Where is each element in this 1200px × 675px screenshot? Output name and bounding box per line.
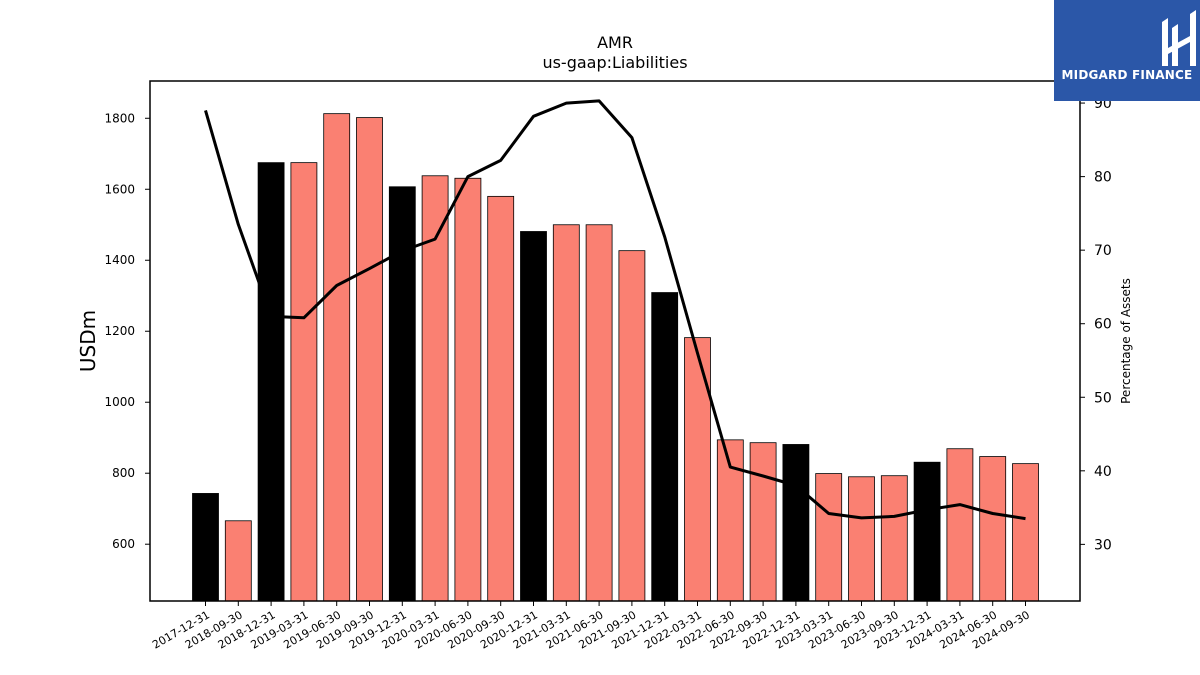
left-tick-label: 800	[112, 466, 135, 480]
left-y-axis: 600 800 1000 1200 1400 1600 1800	[104, 111, 150, 551]
bar-2023-09-30	[880, 475, 908, 602]
right-tick-label: 50	[1094, 390, 1112, 406]
percentage-line	[204, 99, 1026, 521]
left-tick-label: 1600	[104, 182, 135, 196]
plot-frame	[149, 80, 1081, 602]
bar-2021-12-31	[651, 292, 679, 602]
bar-2024-09-30	[1012, 463, 1039, 602]
chart-title: AMR	[597, 33, 633, 52]
bar-2018-12-31	[257, 162, 285, 602]
right-tick-label: 60	[1094, 317, 1112, 333]
left-tick-label: 600	[112, 537, 135, 551]
bar-2020-09-30	[487, 195, 515, 602]
bar-2022-09-30	[749, 442, 777, 602]
right-tick-label: 80	[1094, 170, 1112, 186]
logo-text: MIDGARD FINANCE	[1061, 68, 1193, 82]
bar-2018-09-30	[224, 520, 252, 602]
bar-2019-03-31	[290, 162, 318, 602]
left-tick-label: 1800	[104, 111, 135, 125]
x-axis: 2017-12-312018-09-302018-12-312019-03-31…	[150, 601, 1032, 652]
bar-2020-12-31	[520, 231, 547, 602]
bar-2021-03-31	[552, 224, 580, 602]
right-axis-label: Percentage of Assets	[1119, 278, 1133, 404]
bar-2019-06-30	[323, 113, 351, 602]
bar-2022-12-31	[782, 444, 810, 602]
left-tick-label: 1400	[104, 253, 135, 267]
bar-2023-03-31	[815, 473, 843, 602]
bar-2022-03-31	[684, 337, 711, 602]
bar-series	[192, 113, 1039, 602]
bar-2020-06-30	[454, 177, 482, 602]
bar-2023-12-31	[913, 461, 941, 602]
chart-subtitle: us-gaap:Liabilities	[542, 53, 687, 72]
left-tick-label: 1200	[104, 324, 135, 338]
midgard-finance-logo: MIDGARD FINANCE	[1054, 0, 1200, 101]
right-tick-label: 70	[1094, 243, 1112, 259]
bar-2023-06-30	[848, 476, 875, 602]
right-tick-label: 30	[1094, 537, 1112, 553]
right-tick-label: 40	[1094, 464, 1112, 480]
bar-2017-12-31	[192, 493, 219, 602]
bar-2019-09-30	[356, 117, 383, 602]
left-tick-label: 1000	[104, 395, 135, 409]
bar-2020-03-31	[421, 175, 449, 602]
left-axis-label: USDm	[76, 310, 100, 372]
bar-2024-06-30	[979, 456, 1007, 602]
bar-2021-09-30	[618, 250, 646, 602]
bar-2024-03-31	[946, 448, 974, 602]
bar-2021-06-30	[585, 224, 613, 602]
midgard-logo-icon	[1162, 10, 1196, 66]
